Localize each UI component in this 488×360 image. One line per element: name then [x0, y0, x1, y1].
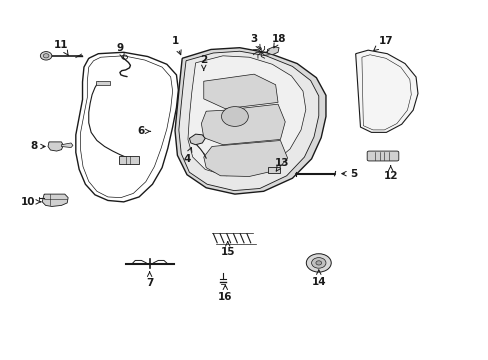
Text: 8: 8: [30, 141, 45, 152]
FancyBboxPatch shape: [366, 151, 398, 161]
Bar: [119, 156, 139, 164]
Text: 13: 13: [274, 158, 288, 171]
Text: 9: 9: [116, 43, 124, 58]
Text: 6: 6: [138, 126, 150, 136]
Circle shape: [41, 51, 52, 60]
Text: 7: 7: [145, 272, 153, 288]
PathPatch shape: [203, 140, 287, 176]
Text: 18: 18: [271, 34, 285, 48]
Text: 2: 2: [200, 55, 207, 71]
PathPatch shape: [61, 143, 73, 148]
Text: 4: 4: [183, 148, 191, 164]
PathPatch shape: [203, 74, 278, 109]
Text: 5: 5: [341, 168, 357, 179]
Circle shape: [315, 261, 321, 265]
Bar: [267, 167, 280, 173]
Circle shape: [311, 258, 325, 268]
Text: 10: 10: [20, 197, 41, 207]
Circle shape: [221, 107, 248, 126]
Bar: [96, 81, 110, 85]
Text: 15: 15: [220, 242, 235, 257]
PathPatch shape: [201, 104, 285, 145]
Text: 17: 17: [373, 36, 392, 50]
Text: 12: 12: [383, 166, 397, 181]
Text: 11: 11: [54, 40, 68, 55]
PathPatch shape: [187, 56, 305, 176]
Text: 3: 3: [250, 34, 260, 49]
PathPatch shape: [355, 50, 417, 132]
PathPatch shape: [42, 194, 68, 207]
PathPatch shape: [48, 142, 63, 151]
Text: 16: 16: [218, 285, 232, 302]
Text: 14: 14: [311, 270, 325, 287]
Circle shape: [43, 54, 49, 58]
PathPatch shape: [267, 47, 279, 55]
PathPatch shape: [179, 51, 318, 190]
PathPatch shape: [175, 48, 325, 194]
Text: 1: 1: [171, 36, 181, 55]
PathPatch shape: [189, 134, 205, 145]
Circle shape: [305, 254, 330, 272]
